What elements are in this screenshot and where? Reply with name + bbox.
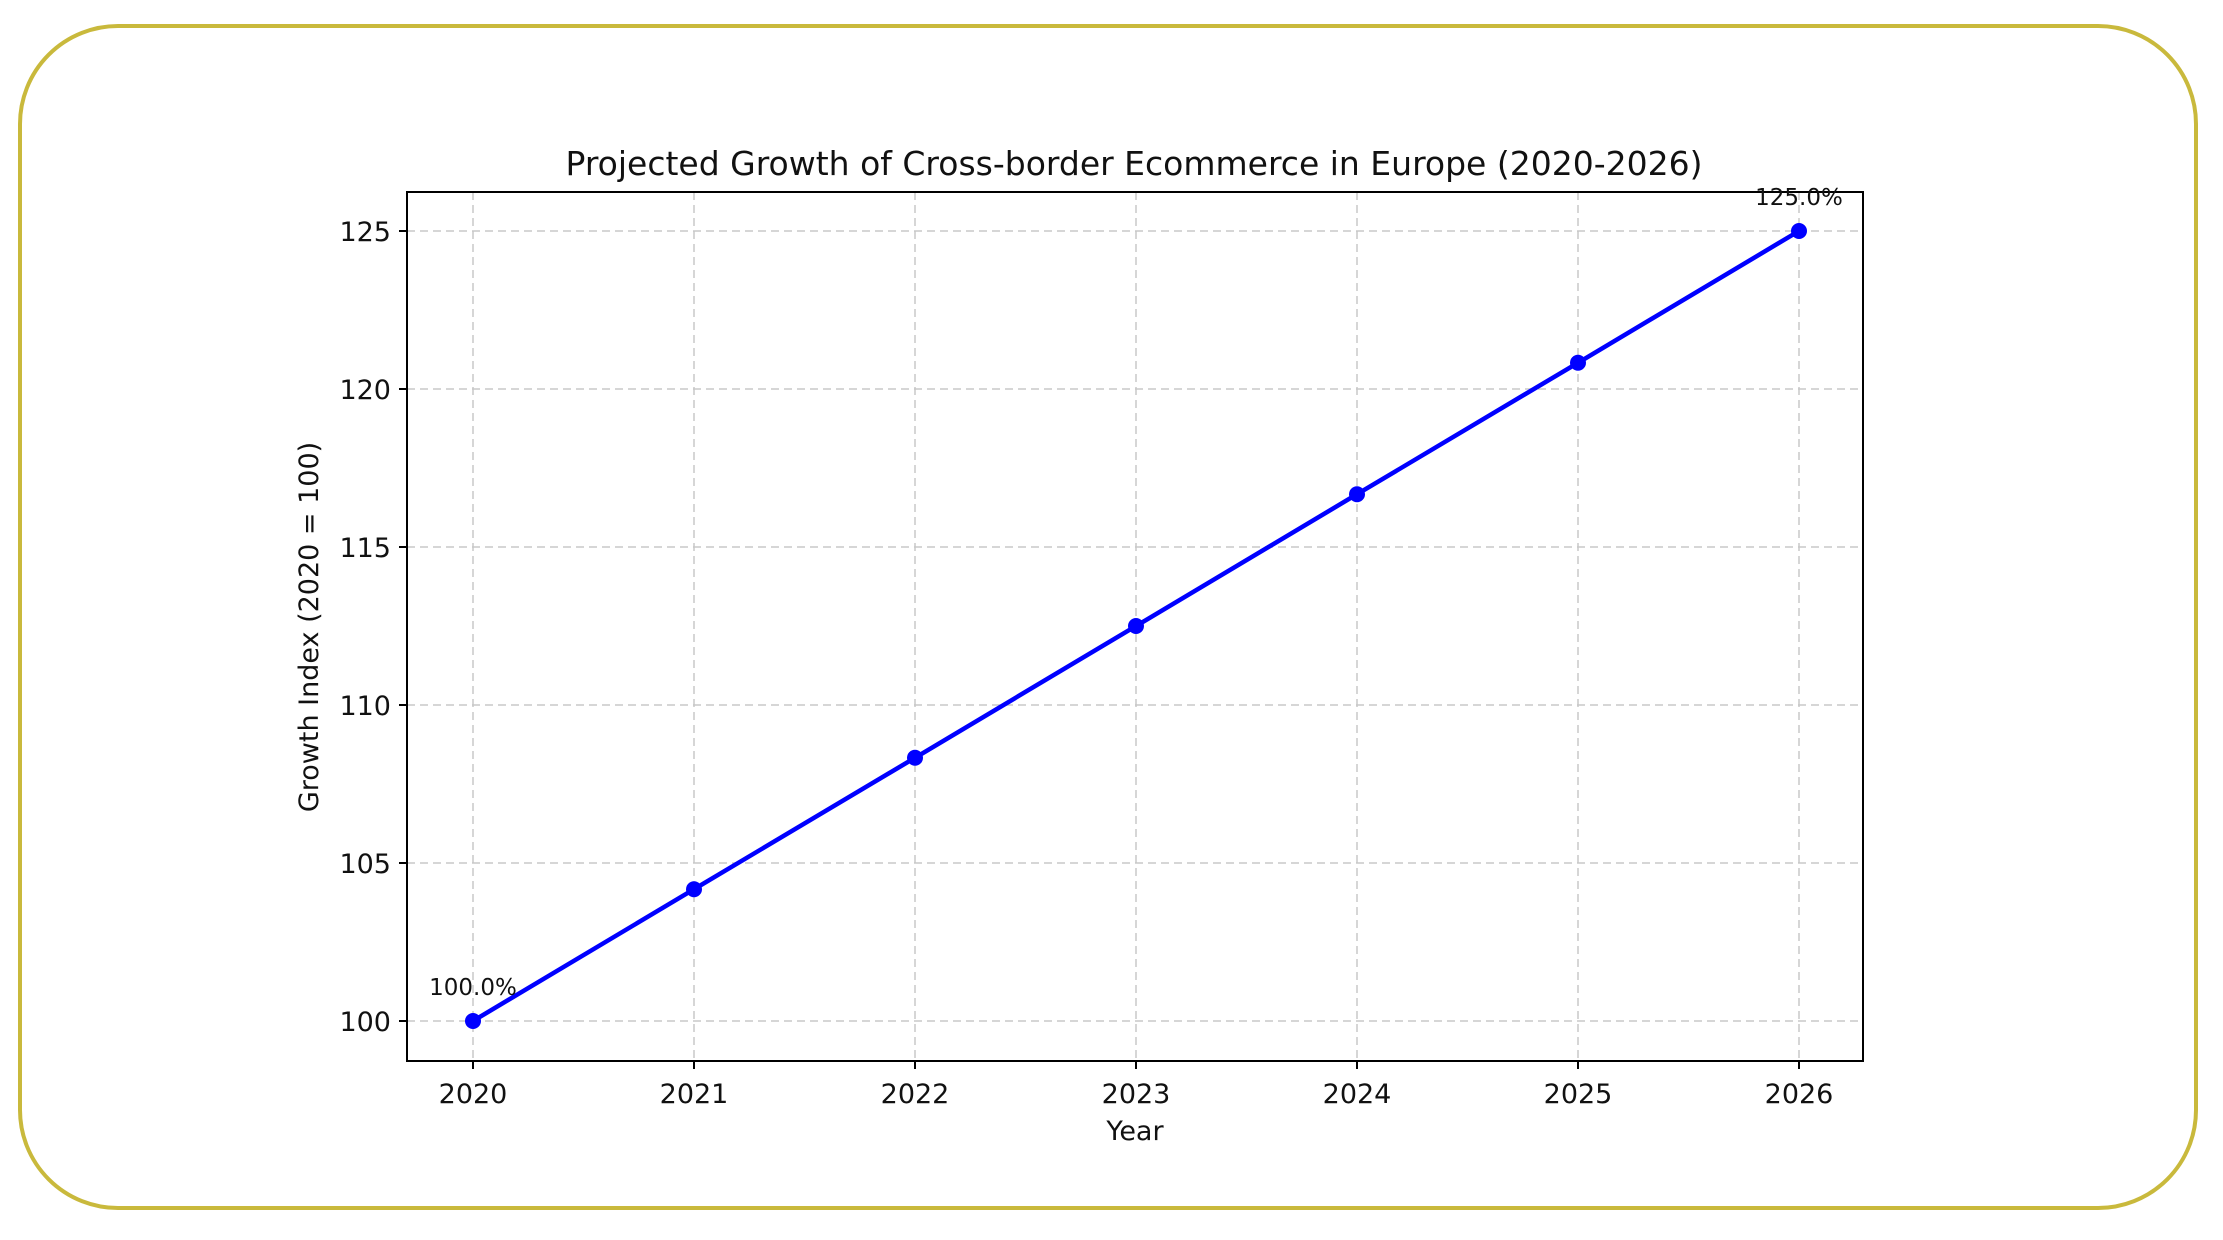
data-point <box>686 881 702 898</box>
annotations: 100.0% 125.0% <box>429 185 1843 1001</box>
data-point <box>1349 486 1365 503</box>
x-tick-label: 2025 <box>1544 1079 1613 1110</box>
data-point <box>907 749 923 766</box>
axis-ticks: 2020 2021 2022 2023 2024 2025 2026 100 105 110 115… <box>339 217 1833 1110</box>
data-label: 125.0% <box>1755 185 1843 211</box>
x-tick-label: 2020 <box>439 1079 508 1110</box>
series-layer <box>465 223 1807 1029</box>
y-tick-label: 125 <box>339 217 391 248</box>
y-tick-label: 100 <box>339 1007 391 1038</box>
x-tick-label: 2022 <box>881 1079 950 1110</box>
gridlines <box>407 192 1863 1061</box>
y-tick-label: 105 <box>339 849 391 880</box>
y-axis-label: Growth Index (2020 = 100) <box>294 442 325 812</box>
data-label: 100.0% <box>429 975 517 1001</box>
x-tick-label: 2024 <box>1323 1079 1392 1110</box>
x-tick-label: 2021 <box>660 1079 729 1110</box>
data-point <box>1128 618 1144 634</box>
data-point <box>1570 354 1586 371</box>
x-axis-label: Year <box>1105 1116 1164 1147</box>
chart-title: Projected Growth of Cross-border Ecommer… <box>566 144 1703 183</box>
plot-area <box>406 191 1864 1062</box>
data-point <box>1791 223 1807 239</box>
y-tick-label: 115 <box>339 533 391 564</box>
data-point <box>465 1013 481 1029</box>
x-tick-label: 2026 <box>1765 1079 1834 1110</box>
y-tick-label: 120 <box>339 375 391 406</box>
card-frame <box>18 24 2198 1210</box>
x-tick-label: 2023 <box>1102 1079 1171 1110</box>
y-tick-label: 110 <box>339 691 391 722</box>
